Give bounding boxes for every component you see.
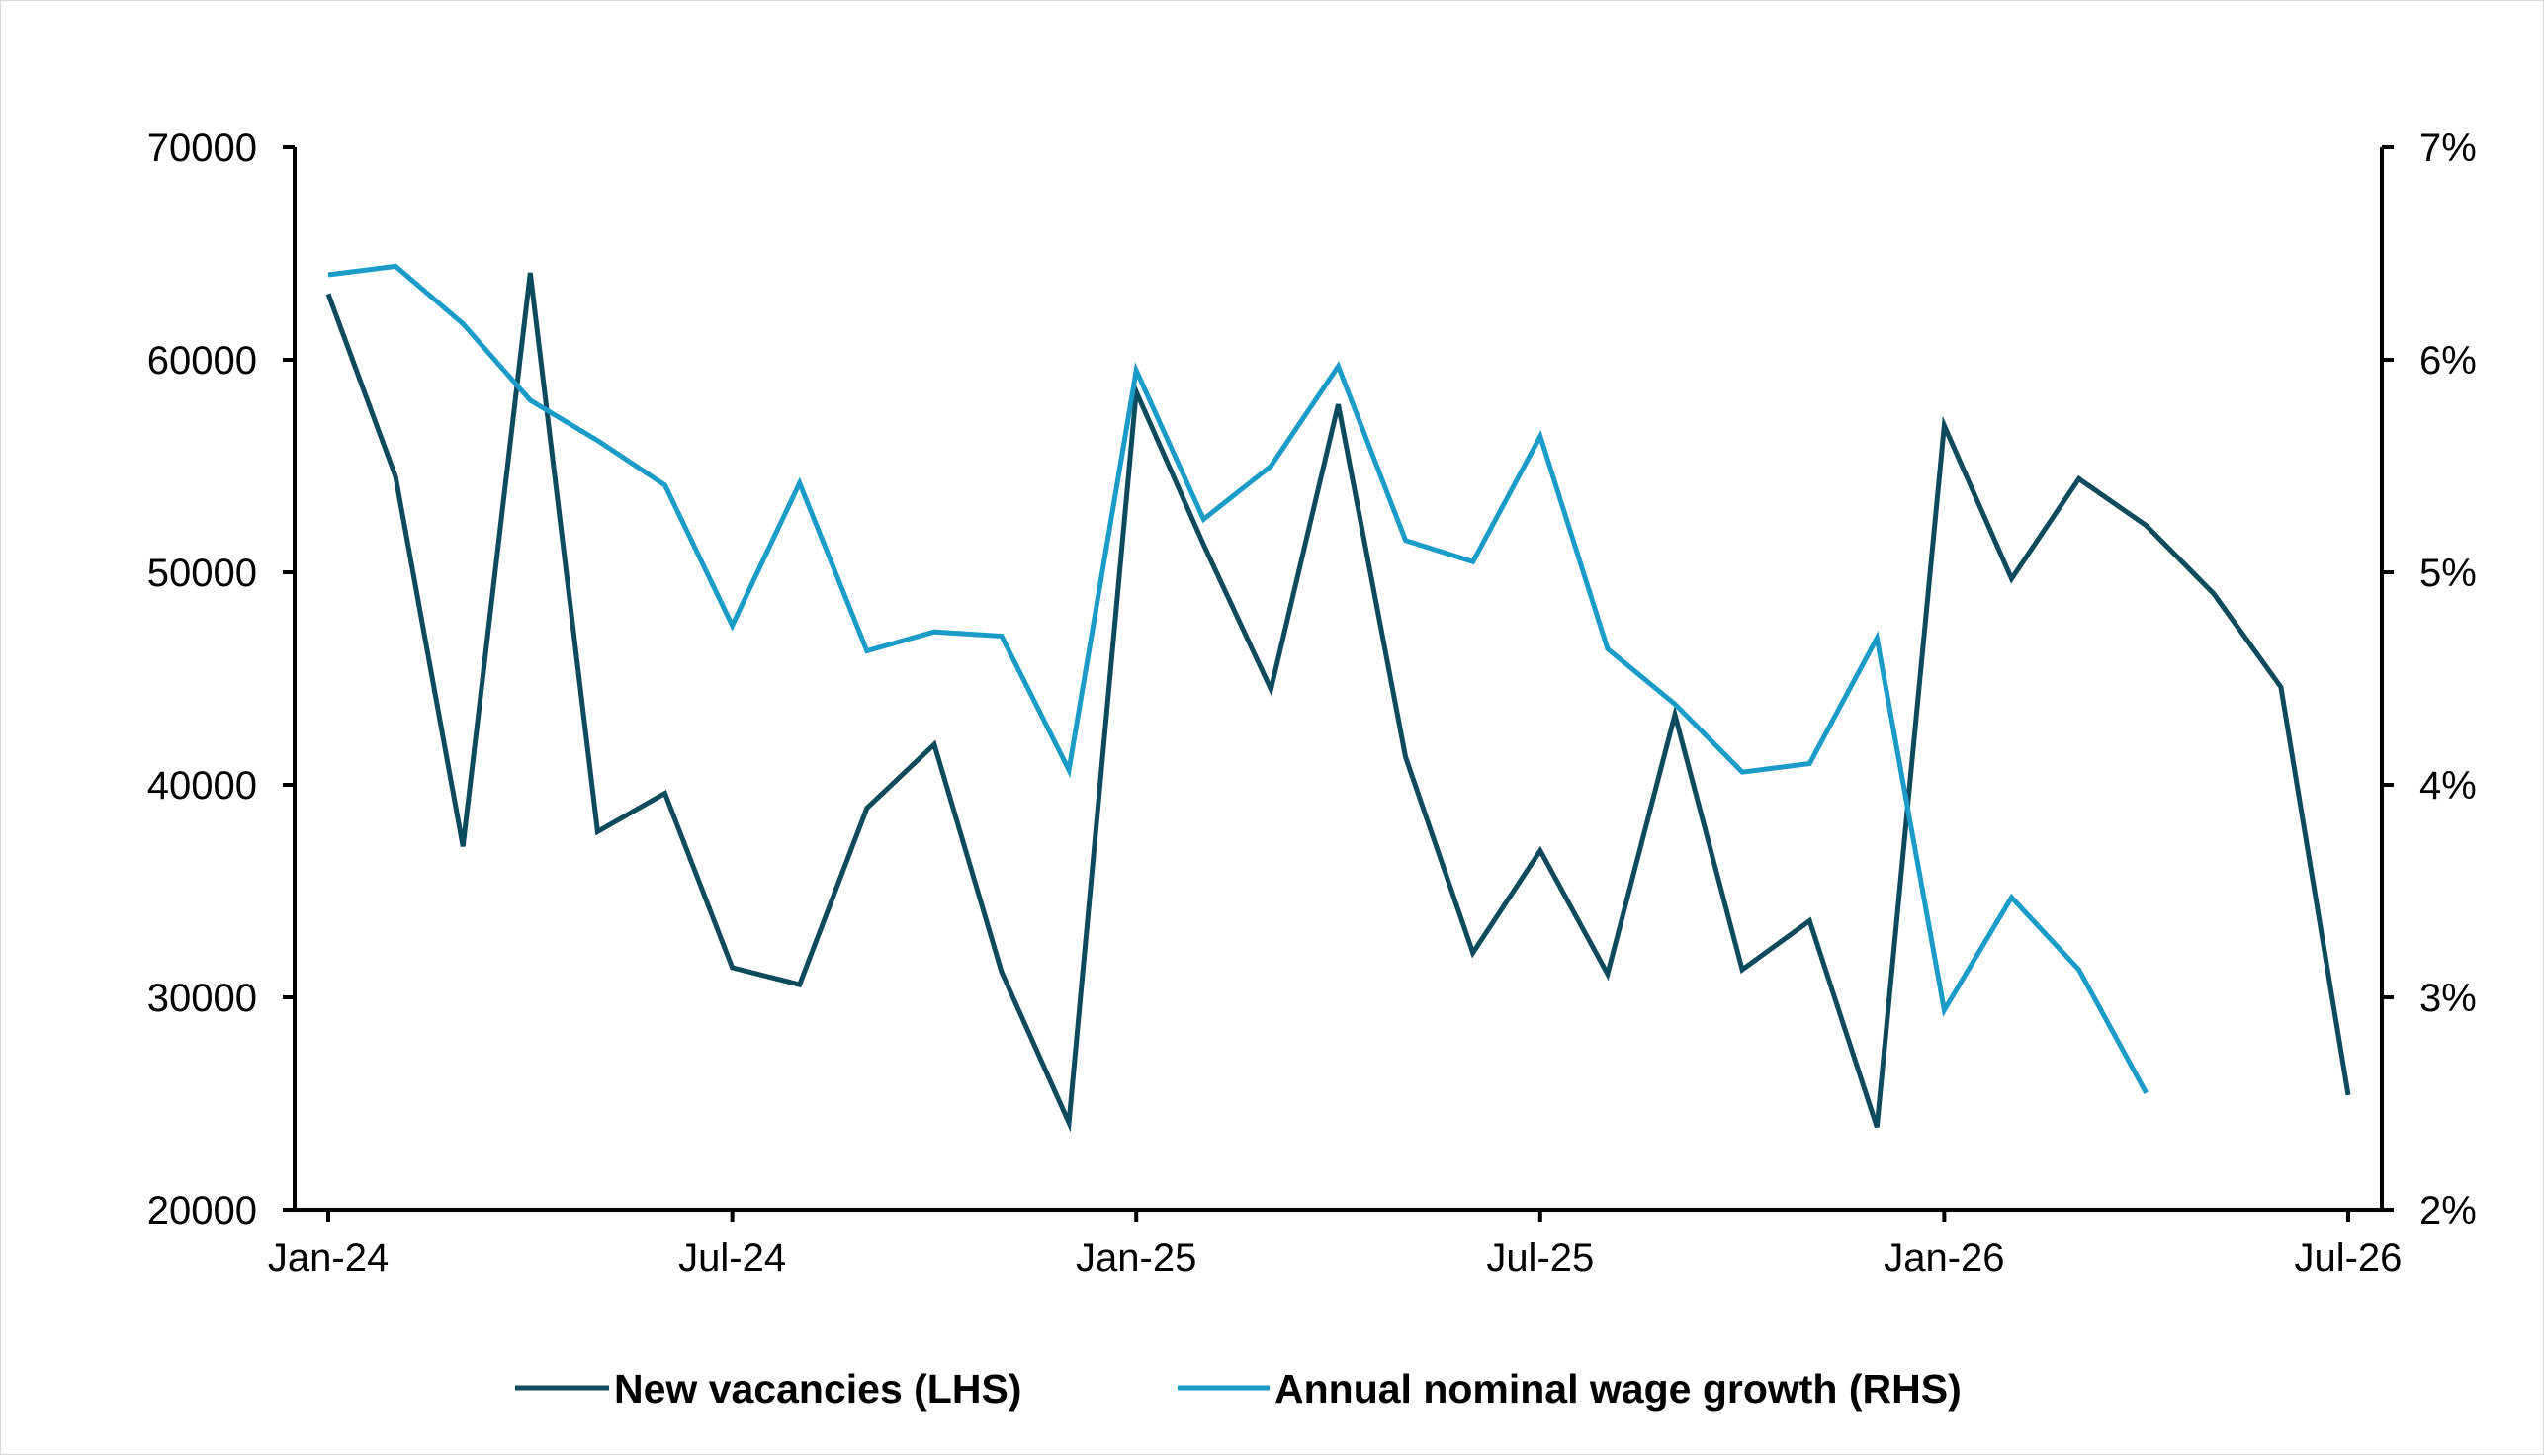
right-y-tick-label: 7% <box>2419 127 2477 170</box>
legend-item-new-vacancies: New vacancies (LHS) <box>515 1366 1021 1412</box>
right-y-tick-label: 2% <box>2419 1189 2477 1233</box>
series-line-wage-growth <box>327 263 2149 1094</box>
right-y-tick-label: 4% <box>2419 764 2477 808</box>
right-y-tick-label: 3% <box>2419 977 2477 1020</box>
legend-item-wage-growth: Annual nominal wage growth (RHS) <box>1178 1366 1962 1412</box>
x-tick-label: Jan-24 <box>268 1237 389 1280</box>
x-tick-label: Jul-26 <box>2294 1237 2402 1280</box>
x-tick-label: Jul-24 <box>678 1237 786 1280</box>
x-tick-label: Jan-25 <box>1076 1237 1196 1280</box>
series-line-new-vacancies <box>325 272 2351 1133</box>
left-y-tick-label: 50000 <box>147 552 257 595</box>
x-tick-label: Jul-25 <box>1486 1237 1594 1280</box>
left-y-tick-label: 40000 <box>147 764 257 808</box>
right-y-tick-label: 6% <box>2419 339 2477 383</box>
x-tick-label: Jan-26 <box>1884 1237 2004 1280</box>
right-y-tick-label: 5% <box>2419 552 2477 595</box>
legend-label: New vacancies (LHS) <box>614 1366 1021 1412</box>
left-y-tick-label: 70000 <box>147 127 257 170</box>
legend-label: Annual nominal wage growth (RHS) <box>1274 1366 1962 1412</box>
left-y-tick-label: 60000 <box>147 339 257 383</box>
left-y-tick-label: 30000 <box>147 977 257 1020</box>
left-y-tick-label: 20000 <box>147 1189 257 1233</box>
